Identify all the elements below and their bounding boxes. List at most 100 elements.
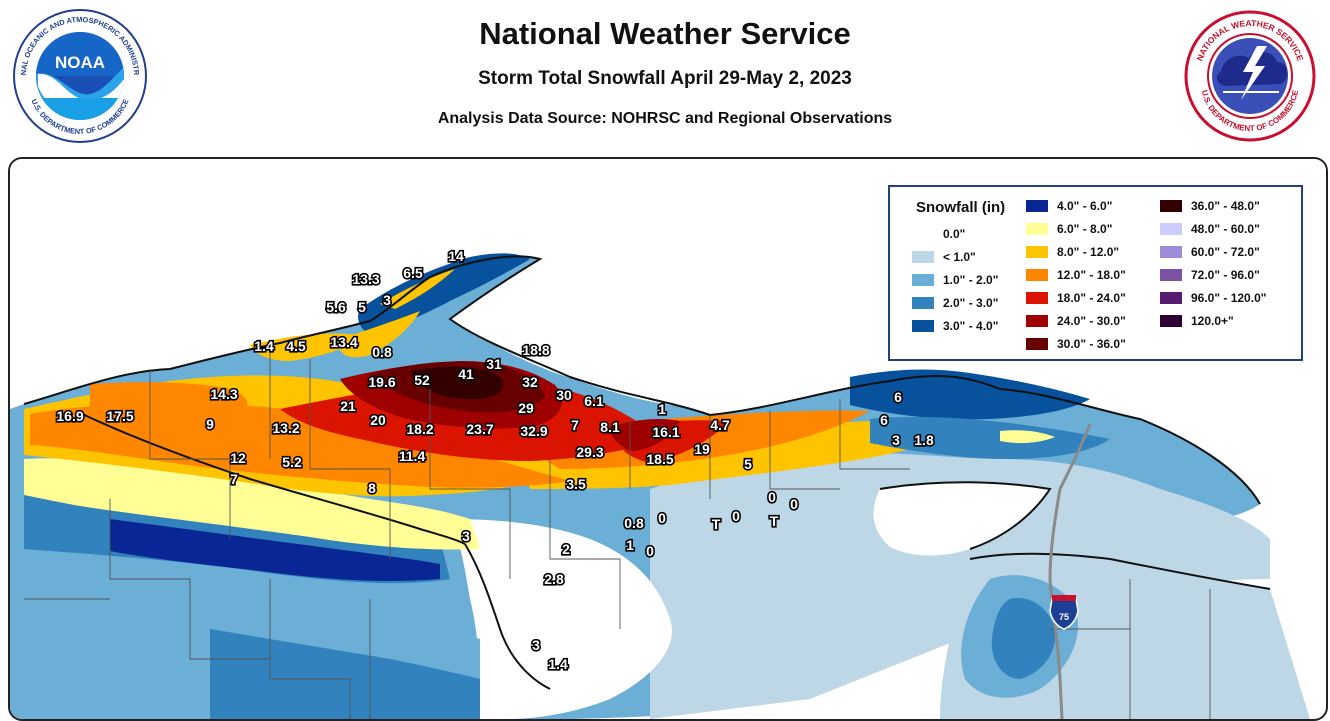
observation-label: 7 xyxy=(571,417,579,433)
noaa-logo[interactable]: NOAA NATIONAL OCEANIC AND ATMOSPHERIC AD… xyxy=(10,6,150,146)
observation-label: 31 xyxy=(486,356,502,372)
legend-swatch xyxy=(912,274,934,286)
legend-label: 36.0" - 48.0" xyxy=(1191,199,1260,213)
snowfall-map[interactable]: 7 5 14 13.3 6.5 3 5.6 5 1.4 4.5 13.4 0.8 18.8 19.6 52… xyxy=(10,159,1326,719)
legend-swatch xyxy=(912,320,934,332)
legend-swatch xyxy=(1160,269,1182,281)
observation-label: 6.5 xyxy=(403,265,423,281)
observation-label: 5.2 xyxy=(282,454,302,470)
legend-label: 120.0+" xyxy=(1191,314,1234,328)
observation-label: 20 xyxy=(370,412,386,428)
legend-item: 24.0" - 30.0" xyxy=(1026,314,1126,328)
observation-label: 14 xyxy=(448,248,464,264)
observation-label: 7 xyxy=(230,471,238,487)
observation-label: 1.8 xyxy=(914,432,934,448)
observation-label: 19.6 xyxy=(368,374,395,390)
legend-item: 12.0" - 18.0" xyxy=(1026,268,1126,282)
observation-label: 0 xyxy=(658,510,666,526)
observation-label: 5 xyxy=(358,299,366,315)
legend-label: 30.0" - 36.0" xyxy=(1057,337,1126,351)
legend-label: 12.0" - 18.0" xyxy=(1057,268,1126,282)
observation-label: 11.4 xyxy=(399,448,426,464)
observation-label: T xyxy=(712,516,721,532)
legend-swatch xyxy=(1160,200,1182,212)
legend-swatch xyxy=(1026,200,1048,212)
observation-label: 16.9 xyxy=(56,408,83,424)
observation-label: 5.6 xyxy=(326,299,346,315)
observation-label: 13.3 xyxy=(352,271,379,287)
legend-swatch xyxy=(1026,338,1048,350)
observation-label: 0 xyxy=(732,508,740,524)
state-boundaries xyxy=(23,255,1271,690)
observation-label: 0.8 xyxy=(624,515,644,531)
legend-swatch xyxy=(1026,315,1048,327)
legend-label: 3.0" - 4.0" xyxy=(943,319,999,333)
observation-label: 14.3 xyxy=(210,386,237,402)
observation-label: 32.9 xyxy=(520,423,547,439)
observation-label: 41 xyxy=(458,366,474,382)
legend-item: 36.0" - 48.0" xyxy=(1160,199,1260,213)
observation-label: 3.5 xyxy=(566,476,586,492)
observation-label: 6 xyxy=(894,389,902,405)
map-subtitle: Storm Total Snowfall April 29-May 2, 202… xyxy=(478,68,852,89)
legend: Snowfall (in) 0.0" < 1.0" 1.0" - 2.0" 2.0" … xyxy=(888,185,1303,361)
legend-label: 1.0" - 2.0" xyxy=(943,273,999,287)
observation-label: 1.4 xyxy=(548,656,568,672)
legend-item: 48.0" - 60.0" xyxy=(1160,222,1260,236)
legend-item: 3.0" - 4.0" xyxy=(912,319,998,333)
legend-item: 6.0" - 8.0" xyxy=(1026,222,1112,236)
legend-item: 72.0" - 96.0" xyxy=(1160,268,1260,282)
observation-label: 13.4 xyxy=(330,334,357,350)
legend-swatch xyxy=(1160,246,1182,258)
nws-logo[interactable]: NATIONAL WEATHER SERVICE U.S. DEPARTMENT… xyxy=(1183,6,1318,146)
legend-item: 4.0" - 6.0" xyxy=(1026,199,1112,213)
observation-label: 18.8 xyxy=(522,342,549,358)
observation-label: 52 xyxy=(414,372,430,388)
observation-label: 23.7 xyxy=(466,421,493,437)
legend-swatch xyxy=(1026,269,1048,281)
observation-label: 6.1 xyxy=(584,393,604,409)
observation-label: 2.8 xyxy=(544,571,564,587)
legend-label: 24.0" - 30.0" xyxy=(1057,314,1126,328)
observation-label: 8 xyxy=(368,480,376,496)
observation-label: 3 xyxy=(383,292,391,308)
observation-label: 18.5 xyxy=(646,451,673,467)
legend-item: 1.0" - 2.0" xyxy=(912,273,998,287)
snowfall-shading xyxy=(10,159,1326,719)
observation-label: 3 xyxy=(892,432,900,448)
legend-label: 4.0" - 6.0" xyxy=(1057,199,1113,213)
legend-swatch xyxy=(1026,246,1048,258)
observation-label: 19 xyxy=(694,441,710,457)
observation-label: 2 xyxy=(562,541,570,557)
legend-item: 60.0" - 72.0" xyxy=(1160,245,1260,259)
header: National Weather Service Storm Total Sno… xyxy=(0,0,1330,150)
observation-label: 32 xyxy=(522,374,538,390)
observation-label: 29.3 xyxy=(576,444,603,460)
observation-label: 0.8 xyxy=(372,344,392,360)
legend-label: 6.0" - 8.0" xyxy=(1057,222,1113,236)
observation-label: 0 xyxy=(646,543,654,559)
legend-item: 30.0" - 36.0" xyxy=(1026,337,1126,351)
observation-label: 1 xyxy=(626,537,634,553)
legend-item: 8.0" - 12.0" xyxy=(1026,245,1119,259)
observation-label: 12 xyxy=(230,450,246,466)
observation-label: 6 xyxy=(880,412,888,428)
data-source-note: Analysis Data Source: NOHRSC and Regiona… xyxy=(437,110,893,127)
legend-label: 8.0" - 12.0" xyxy=(1057,245,1120,259)
page-title: National Weather Service xyxy=(479,16,851,51)
legend-label: 0.0" xyxy=(943,227,966,241)
legend-item: 120.0+" xyxy=(1160,314,1234,328)
observation-label: 4.5 xyxy=(286,338,306,354)
observation-label: 3 xyxy=(462,528,470,544)
legend-label: < 1.0" xyxy=(943,250,976,264)
observation-label: 3 xyxy=(532,637,540,653)
legend-swatch xyxy=(1160,315,1182,327)
legend-swatch xyxy=(1160,292,1182,304)
legend-swatch xyxy=(1160,223,1182,235)
observation-label: 18.2 xyxy=(406,421,433,437)
observation-label: 5 xyxy=(744,456,752,472)
observation-label: 0 xyxy=(768,489,776,505)
observation-label: 1.4 xyxy=(254,338,274,354)
observation-label: 17.5 xyxy=(106,408,133,424)
observation-label: 30 xyxy=(556,387,572,403)
